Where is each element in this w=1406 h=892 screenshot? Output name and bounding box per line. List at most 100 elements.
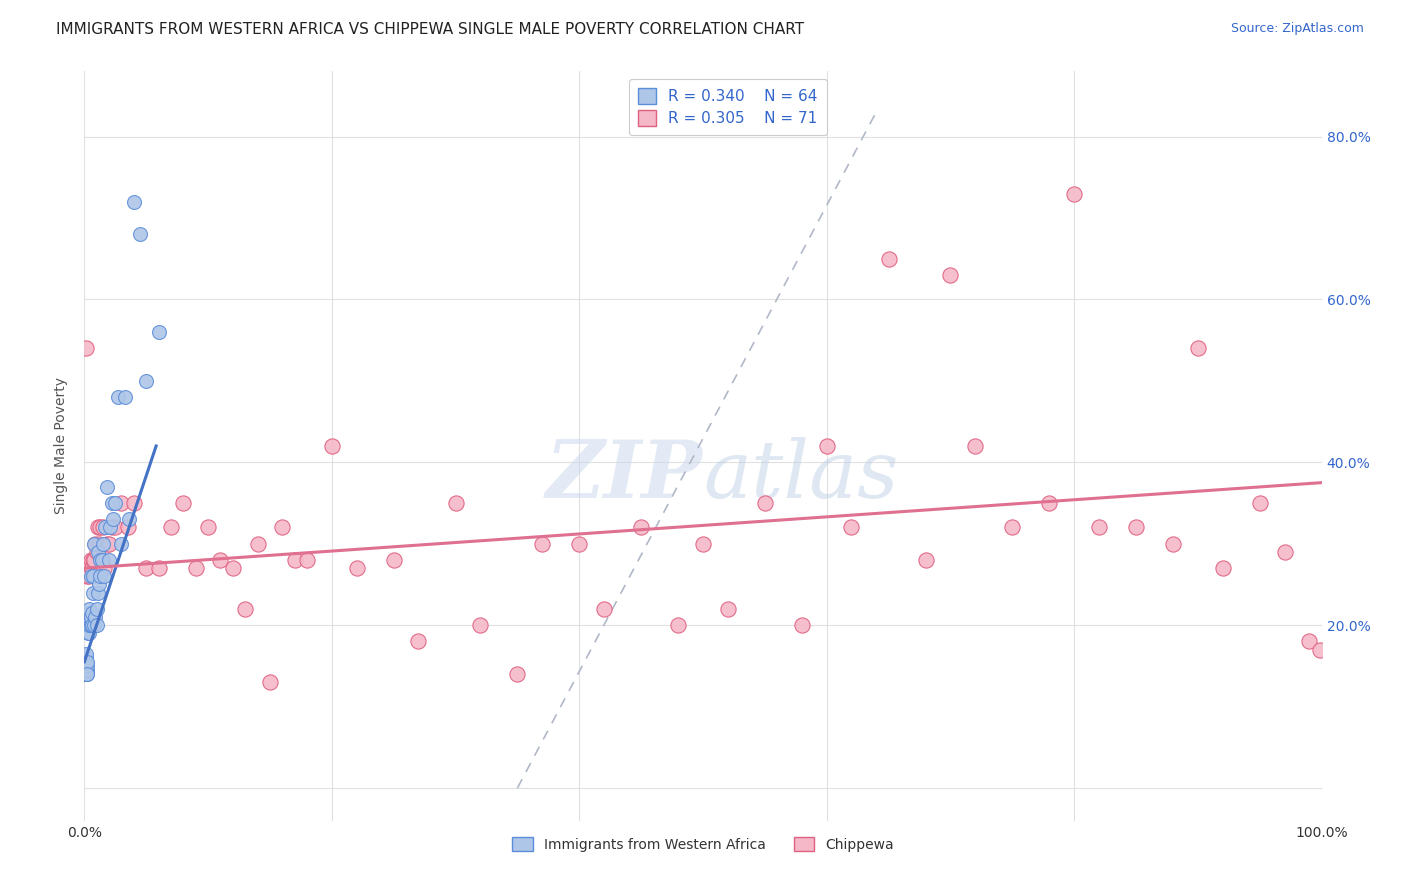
Point xyxy=(1187,341,1209,355)
Point xyxy=(87,585,110,599)
Point xyxy=(89,520,111,534)
Point xyxy=(86,545,108,559)
Point xyxy=(79,610,101,624)
Point xyxy=(75,659,97,673)
Point xyxy=(754,496,776,510)
Point xyxy=(91,537,114,551)
Point xyxy=(86,618,108,632)
Point xyxy=(73,663,96,677)
Point xyxy=(246,537,269,551)
Point xyxy=(135,561,157,575)
Point xyxy=(76,667,98,681)
Point xyxy=(75,341,97,355)
Point xyxy=(84,610,107,624)
Point xyxy=(75,659,97,673)
Point xyxy=(87,520,110,534)
Point xyxy=(80,618,103,632)
Point xyxy=(80,606,103,620)
Point xyxy=(94,520,117,534)
Point xyxy=(1212,561,1234,575)
Point xyxy=(76,659,98,673)
Point xyxy=(82,553,104,567)
Point xyxy=(1298,634,1320,648)
Point xyxy=(75,650,97,665)
Point xyxy=(75,667,97,681)
Point xyxy=(84,537,107,551)
Point xyxy=(79,610,101,624)
Text: ZIP: ZIP xyxy=(546,437,703,515)
Point xyxy=(470,618,492,632)
Point xyxy=(568,537,591,551)
Point xyxy=(80,561,103,575)
Point xyxy=(117,520,139,534)
Point xyxy=(93,561,115,575)
Point xyxy=(76,569,98,583)
Point xyxy=(914,553,936,567)
Point xyxy=(76,663,98,677)
Point xyxy=(75,663,97,677)
Point xyxy=(1309,642,1331,657)
Point xyxy=(79,569,101,583)
Point xyxy=(107,390,129,404)
Point xyxy=(83,537,105,551)
Point xyxy=(82,569,104,583)
Point xyxy=(114,390,136,404)
Point xyxy=(73,655,96,669)
Point xyxy=(96,537,118,551)
Text: atlas: atlas xyxy=(703,437,898,515)
Point xyxy=(77,561,100,575)
Point xyxy=(129,227,152,242)
Point xyxy=(122,194,145,209)
Point xyxy=(1088,520,1111,534)
Point xyxy=(630,520,652,534)
Y-axis label: Single Male Poverty: Single Male Poverty xyxy=(55,377,69,515)
Point xyxy=(100,496,122,510)
Point xyxy=(89,537,111,551)
Point xyxy=(259,675,281,690)
Point xyxy=(593,602,616,616)
Point xyxy=(506,667,529,681)
Point xyxy=(89,569,111,583)
Point xyxy=(77,618,100,632)
Point xyxy=(815,439,838,453)
Point xyxy=(76,610,98,624)
Point xyxy=(1125,520,1147,534)
Point xyxy=(172,496,194,510)
Point xyxy=(346,561,368,575)
Point xyxy=(77,626,100,640)
Point xyxy=(1038,496,1060,510)
Point xyxy=(98,537,121,551)
Point xyxy=(90,553,112,567)
Point xyxy=(110,537,132,551)
Point xyxy=(79,618,101,632)
Point xyxy=(79,618,101,632)
Point xyxy=(98,520,121,534)
Point xyxy=(104,496,127,510)
Point xyxy=(77,610,100,624)
Text: IMMIGRANTS FROM WESTERN AFRICA VS CHIPPEWA SINGLE MALE POVERTY CORRELATION CHART: IMMIGRANTS FROM WESTERN AFRICA VS CHIPPE… xyxy=(56,22,804,37)
Point xyxy=(877,252,900,266)
Point xyxy=(91,520,114,534)
Point xyxy=(83,618,105,632)
Point xyxy=(160,520,183,534)
Point xyxy=(96,480,118,494)
Point xyxy=(184,561,207,575)
Point xyxy=(75,647,97,661)
Point xyxy=(101,512,124,526)
Point xyxy=(75,659,97,673)
Point xyxy=(87,545,110,559)
Point xyxy=(73,667,96,681)
Point xyxy=(83,553,105,567)
Point xyxy=(271,520,294,534)
Point xyxy=(222,561,245,575)
Point xyxy=(148,561,170,575)
Point xyxy=(79,602,101,616)
Point xyxy=(209,553,232,567)
Point xyxy=(295,553,318,567)
Point xyxy=(98,553,121,567)
Point xyxy=(75,667,97,681)
Point xyxy=(444,496,467,510)
Point xyxy=(122,496,145,510)
Point xyxy=(77,606,100,620)
Point xyxy=(77,626,100,640)
